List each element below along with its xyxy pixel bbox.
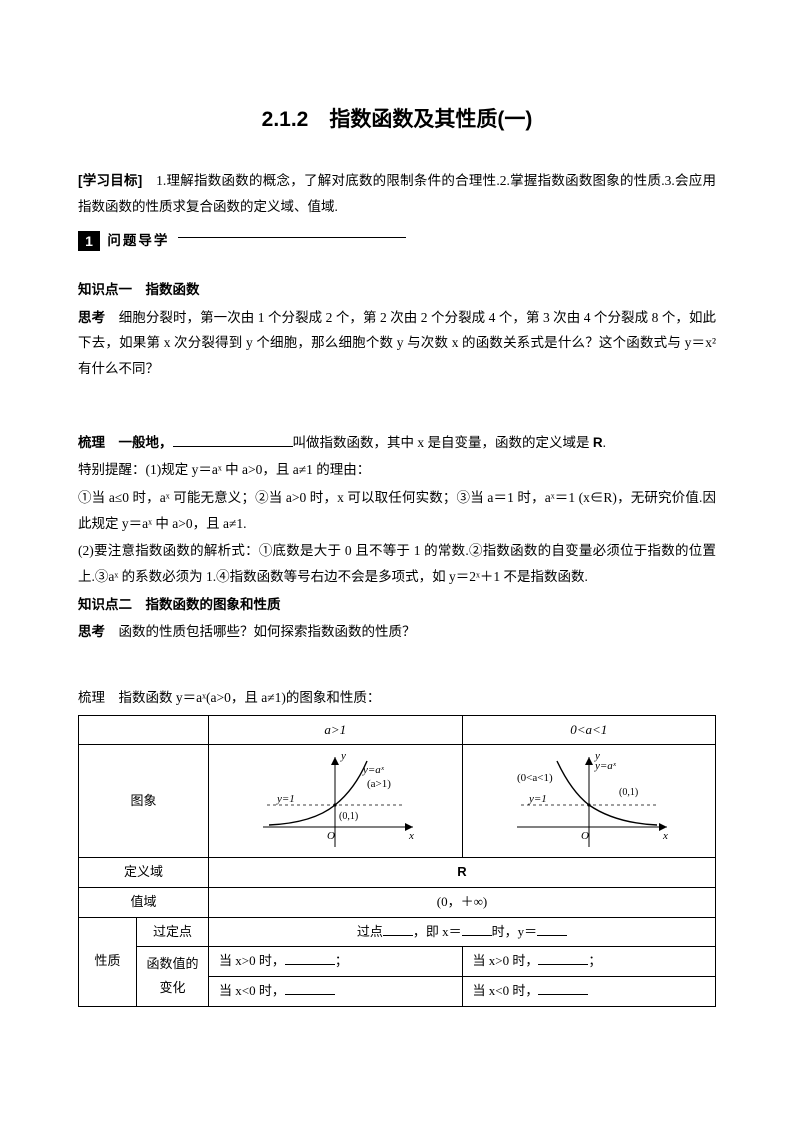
graph-dec-svg: y x O y=aˣ (0<a<1) y=1 (0,1) xyxy=(499,749,679,853)
svg-text:(0<a<1): (0<a<1) xyxy=(517,772,553,784)
learning-goals: [学习目标] 1.理解指数函数的概念，了解对底数的限制条件的合理性.2.掌握指数… xyxy=(78,168,716,219)
vals-b-1: 当 x>0 时，； xyxy=(462,947,716,977)
svg-text:O: O xyxy=(327,830,335,842)
think2: 思考 函数的性质包括哪些？如何探索指数函数的性质？ xyxy=(78,619,716,645)
blank-x xyxy=(462,923,492,936)
svg-text:y=aˣ: y=aˣ xyxy=(362,764,385,776)
row-label-range: 值域 xyxy=(79,887,209,917)
svg-text:x: x xyxy=(662,830,668,842)
vals-b-2: 当 x<0 时， xyxy=(462,976,716,1006)
row-label-image: 图象 xyxy=(79,745,209,858)
page: 2.1.2 指数函数及其性质(一) [学习目标] 1.理解指数函数的概念，了解对… xyxy=(0,0,794,1123)
goals-text: 1.理解指数函数的概念，了解对底数的限制条件的合理性.2.掌握指数函数图象的性质… xyxy=(78,173,716,214)
svg-text:(a>1): (a>1) xyxy=(367,778,391,790)
th-blank xyxy=(79,715,209,745)
section-bar: 1 问题导学 xyxy=(78,227,716,251)
svg-text:y=1: y=1 xyxy=(276,793,295,805)
properties-table: a>1 0<a<1 图象 y x O y=aˣ (a>1) xyxy=(78,715,716,1007)
think2-text: 函数的性质包括哪些？如何探索指数函数的性质？ xyxy=(105,624,416,639)
think1-text: 细胞分裂时，第一次由 1 个分裂成 2 个，第 2 次由 2 个分裂成 4 个，… xyxy=(78,310,716,376)
range-value: (0，＋∞) xyxy=(209,887,716,917)
graph-a-gt-1: y x O y=aˣ (a>1) y=1 (0,1) xyxy=(209,745,463,858)
row-label-fixed: 过定点 xyxy=(137,917,209,947)
table-range-row: 值域 (0，＋∞) xyxy=(79,887,716,917)
comb1-R: R xyxy=(593,435,603,450)
think1: 思考 细胞分裂时，第一次由 1 个分裂成 2 个，第 2 次由 2 个分裂成 4… xyxy=(78,305,716,382)
vals-a-1: 当 x>0 时，； xyxy=(209,947,463,977)
table-domain-row: 定义域 R xyxy=(79,858,716,888)
row-label-domain: 定义域 xyxy=(79,858,209,888)
kp1-title: 知识点一 指数函数 xyxy=(78,277,716,303)
th-a-gt-1: a>1 xyxy=(209,715,463,745)
svg-text:y: y xyxy=(340,750,346,762)
row-label-props: 性质 xyxy=(79,917,137,1006)
blank-a2 xyxy=(285,982,335,995)
note-line2: ①当 a≤0 时，aˣ 可能无意义；②当 a>0 时，x 可以取任何实数；③当 … xyxy=(78,485,716,536)
comb1-a: 梳理 一般地， xyxy=(78,435,173,450)
blank-a1 xyxy=(285,952,335,965)
blank-def xyxy=(173,433,293,447)
comb2: 梳理 指数函数 y＝aˣ(a>0，且 a≠1)的图象和性质： xyxy=(78,685,716,711)
table-fixed-row: 性质 过定点 过点，即 x＝时，y＝ xyxy=(79,917,716,947)
table-vals-row1: 函数值的变化 当 x>0 时，； 当 x>0 时，； xyxy=(79,947,716,977)
goals-label: [学习目标] xyxy=(78,173,142,188)
fixed-value: 过点，即 x＝时，y＝ xyxy=(209,917,716,947)
th-a-lt-1: 0<a<1 xyxy=(462,715,716,745)
row-label-vals: 函数值的变化 xyxy=(137,947,209,1006)
domain-value: R xyxy=(209,858,716,888)
think1-label: 思考 xyxy=(78,310,105,325)
comb1-c: . xyxy=(603,435,606,450)
blank-y xyxy=(537,923,567,936)
page-title: 2.1.2 指数函数及其性质(一) xyxy=(78,100,716,140)
table-image-row: 图象 y x O y=aˣ (a>1) y=1 (0,1) xyxy=(79,745,716,858)
svg-text:y=aˣ: y=aˣ xyxy=(594,760,617,772)
svg-text:(0,1): (0,1) xyxy=(339,811,358,822)
blank-pt xyxy=(383,923,413,936)
svg-text:(0,1): (0,1) xyxy=(619,787,638,798)
section-rule xyxy=(178,237,406,238)
note-head: 特别提醒：(1)规定 y＝aˣ 中 a>0，且 a≠1 的理由： xyxy=(78,457,716,483)
blank-b2 xyxy=(538,982,588,995)
blank-b1 xyxy=(538,952,588,965)
svg-text:x: x xyxy=(408,830,414,842)
comb1-b: 叫做指数函数，其中 x 是自变量，函数的定义域是 xyxy=(293,435,593,450)
vals-a-2: 当 x<0 时， xyxy=(209,976,463,1006)
svg-text:O: O xyxy=(581,830,589,842)
section-label: 问题导学 xyxy=(103,228,169,254)
note2: (2)要注意指数函数的解析式：①底数是大于 0 且不等于 1 的常数.②指数函数… xyxy=(78,538,716,589)
svg-text:y=1: y=1 xyxy=(528,793,547,805)
section-number: 1 xyxy=(78,231,100,251)
think2-label: 思考 xyxy=(78,624,105,639)
table-head-row: a>1 0<a<1 xyxy=(79,715,716,745)
graph-a-lt-1: y x O y=aˣ (0<a<1) y=1 (0,1) xyxy=(462,745,716,858)
comb1: 梳理 一般地， 叫做指数函数，其中 x 是自变量，函数的定义域是 R. xyxy=(78,430,716,456)
graph-inc-svg: y x O y=aˣ (a>1) y=1 (0,1) xyxy=(245,749,425,853)
kp2-title: 知识点二 指数函数的图象和性质 xyxy=(78,592,716,618)
